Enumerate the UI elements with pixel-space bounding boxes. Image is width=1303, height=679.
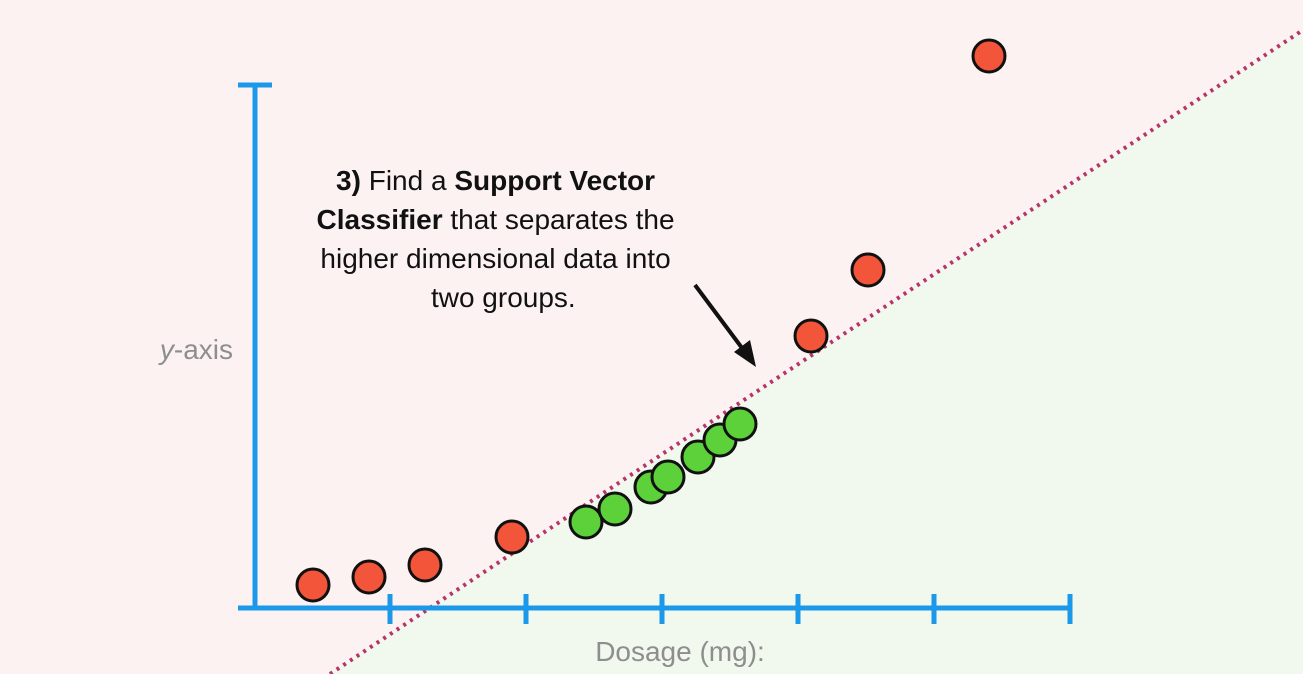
red-point (351, 559, 387, 595)
red-point (494, 519, 530, 555)
axes (238, 82, 1073, 624)
annotation-line: 3) Find a Support Vector (336, 165, 655, 196)
red-points (295, 38, 1007, 603)
red-point (850, 252, 886, 288)
annotation-line: two groups. (431, 282, 576, 313)
green-point (650, 459, 686, 495)
annotation-line: Classifier that separates the (317, 204, 675, 235)
annotation-bold: 3) (336, 165, 361, 196)
green-point (597, 491, 633, 527)
annotation-line: higher dimensional data into (320, 243, 670, 274)
arrow-shaft (693, 283, 747, 354)
y-axis-label: y-axis (158, 334, 233, 365)
green-points (568, 406, 758, 540)
annotation-bold: Classifier (317, 204, 443, 235)
arrow-head (734, 340, 756, 367)
annotation-text: Find a (361, 165, 454, 196)
red-point (793, 318, 829, 354)
green-point (722, 406, 758, 442)
annotation: 3) Find a Support Vector Classifier that… (0, 0, 713, 313)
red-point (407, 547, 443, 583)
annotation-bold: Support Vector (454, 165, 655, 196)
red-point (295, 567, 331, 603)
separator-line (328, 28, 1303, 676)
annotation-text: that separates the (443, 204, 675, 235)
y-axis-label-text: -axis (174, 334, 233, 365)
y-axis-label-italic: y (158, 334, 176, 365)
arrow (693, 283, 756, 367)
x-axis-label: Dosage (mg): (595, 636, 765, 667)
green-point (568, 504, 604, 540)
red-point (971, 38, 1007, 74)
